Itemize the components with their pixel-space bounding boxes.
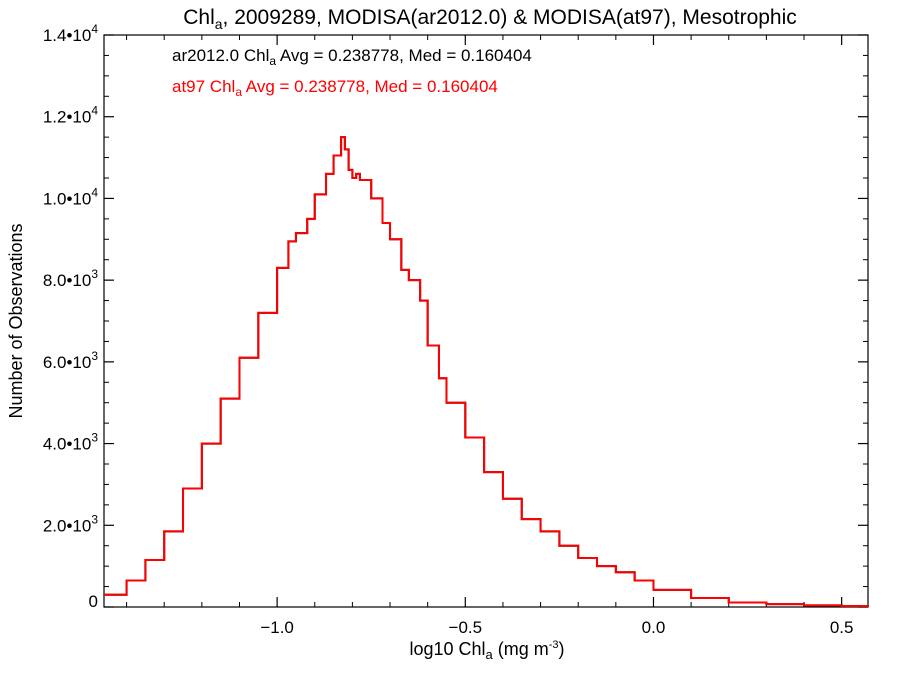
series-line-at97 (104, 136, 869, 607)
y-tick-exponent-6: 4 (91, 104, 98, 118)
chart-title-rest: , 2009289, MODISA(ar2012.0) & MODISA(at9… (223, 6, 797, 29)
y-tick-mantissa-7: 1.4•10 (43, 26, 92, 45)
y-tick-label-5: 1.0•104 (43, 185, 99, 208)
y-axis-label: Number of Observations (6, 223, 26, 418)
x-tick-label-3: 0.5 (830, 618, 854, 637)
annotation-ar2012: ar2012.0 Chla Avg = 0.238778, Med = 0.16… (172, 46, 532, 68)
y-tick-mantissa-6: 1.2•10 (43, 108, 92, 127)
y-tick-label-4: 8.0•103 (43, 267, 99, 290)
annotation-at97: at97 Chla Avg = 0.238778, Med = 0.160404 (172, 77, 498, 99)
y-tick-label-3: 6.0•103 (43, 349, 99, 372)
y-tick-mantissa-1: 2.0•10 (43, 516, 92, 535)
y-tick-mantissa-5: 1.0•10 (43, 189, 92, 208)
y-tick-exponent-2: 3 (91, 431, 98, 445)
y-axis-ticks: 02.0•1034.0•1036.0•1038.0•1031.0•1041.2•… (43, 22, 868, 611)
x-axis-label: log10 Chla (mg m-3) (409, 639, 564, 662)
chart-title-base: Chl (183, 6, 215, 29)
x-tick-label-2: 0.0 (642, 618, 666, 637)
chart-title-sub: a (215, 16, 223, 32)
x-tick-label-0: −1.0 (260, 618, 294, 637)
y-tick-exponent-1: 3 (91, 512, 98, 526)
series-group (104, 136, 869, 607)
y-tick-label-2: 4.0•103 (43, 431, 99, 454)
y-tick-label-7: 1.4•104 (43, 22, 99, 45)
y-tick-exponent-7: 4 (91, 22, 98, 36)
y-tick-label-6: 1.2•104 (43, 104, 99, 127)
x-axis-ticks: −1.0 −0.5 0.0 0.5 (126, 35, 854, 637)
annotation-ar2012-sub: a (269, 54, 276, 68)
x-axis-label-rest: (mg m (493, 639, 549, 659)
chart-title: Chla, 2009289, MODISA(ar2012.0) & MODISA… (183, 6, 797, 32)
y-tick-exponent-5: 4 (91, 185, 98, 199)
x-axis-label-tail: ) (559, 639, 565, 659)
y-tick-exponent-4: 3 (91, 267, 98, 281)
annotation-ar2012-base: ar2012.0 Chl (172, 46, 269, 65)
y-tick-mantissa-4: 8.0•10 (43, 271, 92, 290)
series-line-ar2012-0 (104, 136, 869, 607)
x-axis-label-base: log10 Chl (409, 639, 485, 659)
annotation-at97-base: at97 Chl (172, 77, 235, 96)
x-tick-label-1: −0.5 (449, 618, 483, 637)
y-tick-exponent-3: 3 (91, 349, 98, 363)
x-axis-label-sub: a (486, 647, 494, 662)
y-tick-mantissa-3: 6.0•10 (43, 353, 92, 372)
y-tick-label-0: 0 (89, 592, 98, 611)
annotation-at97-sub: a (235, 85, 242, 99)
annotation-at97-rest: Avg = 0.238778, Med = 0.160404 (242, 77, 498, 96)
annotation-ar2012-rest: Avg = 0.238778, Med = 0.160404 (276, 46, 532, 65)
y-tick-label-1: 2.0•103 (43, 512, 99, 535)
plot-frame (103, 34, 869, 608)
y-tick-mantissa-2: 4.0•10 (43, 435, 92, 454)
y-tick-mantissa-0: 0 (89, 592, 98, 611)
x-axis-label-sup: -3 (549, 639, 559, 651)
